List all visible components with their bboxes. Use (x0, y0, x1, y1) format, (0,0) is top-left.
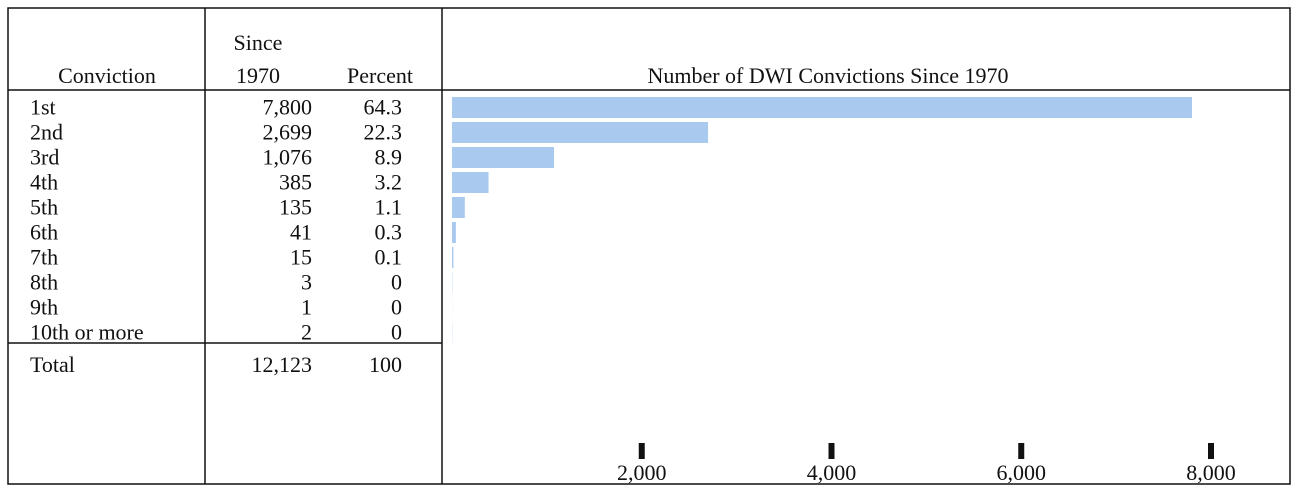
row-label: 5th (30, 195, 58, 220)
percent: 0 (391, 295, 402, 320)
bar (452, 222, 456, 243)
count: 3 (301, 270, 312, 295)
column-header: Percent (347, 63, 413, 88)
percent: 0 (391, 270, 402, 295)
count: 135 (279, 195, 312, 220)
percent: 0.3 (375, 220, 403, 245)
bar (452, 247, 454, 268)
total-percent: 100 (369, 352, 402, 377)
row-label: 1st (30, 95, 56, 120)
count: 41 (290, 220, 312, 245)
x-tick-label: 4,000 (807, 460, 857, 485)
x-tick-label: 6,000 (997, 460, 1047, 485)
column-header: Conviction (58, 63, 156, 88)
row-label: 3rd (30, 145, 59, 170)
percent: 0.1 (375, 245, 403, 270)
bar (452, 147, 555, 168)
percent: 64.3 (364, 95, 403, 120)
x-tick-label: 8,000 (1186, 460, 1236, 485)
count: 385 (279, 170, 312, 195)
row-label: 4th (30, 170, 58, 195)
count: 1,076 (263, 145, 313, 170)
bar (452, 97, 1193, 118)
total-label: Total (30, 352, 75, 377)
row-label: 2nd (30, 120, 63, 145)
bar (452, 197, 465, 218)
count: 1 (301, 295, 312, 320)
total-value: 12,123 (252, 352, 313, 377)
row-label: 6th (30, 220, 58, 245)
bar (452, 172, 489, 193)
percent: 8.9 (375, 145, 403, 170)
row-label: 9th (30, 295, 58, 320)
percent: 3.2 (375, 170, 403, 195)
column-header: Since 1970 (234, 30, 283, 88)
percent: 22.3 (364, 120, 403, 145)
percent: 1.1 (375, 195, 403, 220)
row-label: 10th or more (30, 320, 144, 345)
count: 15 (290, 245, 312, 270)
percent: 0 (391, 320, 402, 345)
chart-title: Number of DWI Convictions Since 1970 (647, 63, 1008, 88)
row-label: 7th (30, 245, 58, 270)
row-label: 8th (30, 270, 58, 295)
count: 2 (301, 320, 312, 345)
count: 7,800 (263, 95, 313, 120)
bar (452, 122, 709, 143)
count: 2,699 (263, 120, 313, 145)
x-tick-label: 2,000 (617, 460, 667, 485)
outer-border (7, 7, 1291, 485)
